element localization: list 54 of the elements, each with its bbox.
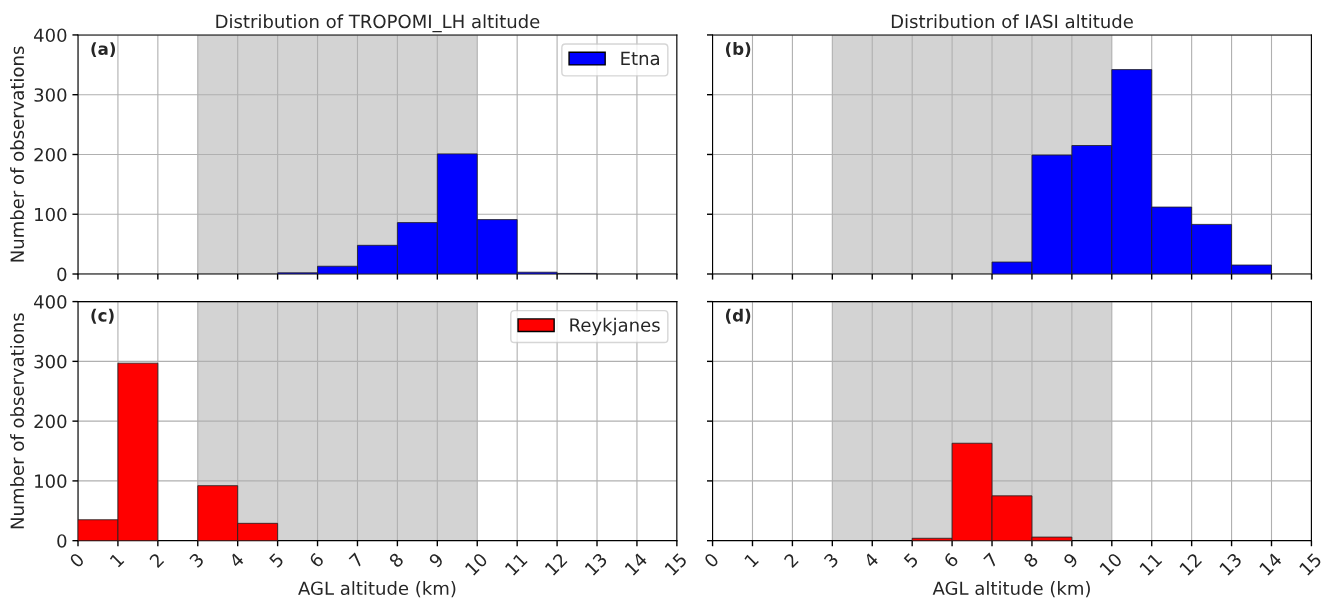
annotation: (d) bbox=[725, 308, 751, 324]
x-axis-title: AGL altitude (km) bbox=[932, 581, 1090, 598]
y-tick-label: 400 bbox=[34, 295, 67, 309]
x-tick-label: 4 bbox=[863, 552, 880, 569]
x-tick-label: 14 bbox=[1258, 552, 1283, 576]
x-tick-label: 10 bbox=[1099, 552, 1123, 576]
y-tick-label: 100 bbox=[35, 474, 67, 489]
chart-title: Distribution of IASI altitude bbox=[891, 14, 1133, 29]
x-tick-label: 0 bbox=[703, 552, 720, 569]
y-axis-title: Number of observations bbox=[10, 313, 25, 529]
x-tick-label: 15 bbox=[664, 552, 688, 576]
annotation: (c) bbox=[91, 308, 114, 324]
x-tick-label: 5 bbox=[903, 552, 919, 569]
x-tick-label: 12 bbox=[1178, 552, 1203, 576]
x-tick-label: 13 bbox=[1218, 552, 1243, 576]
x-tick-label: 1 bbox=[744, 552, 759, 568]
x-tick-label: 8 bbox=[388, 552, 405, 569]
x-tick-label: 6 bbox=[308, 552, 325, 569]
y-tick-label: 0 bbox=[57, 267, 67, 282]
y-axis-title: Number of observations bbox=[10, 46, 25, 262]
x-tick-label: 8 bbox=[1022, 552, 1039, 569]
x-tick-label: 7 bbox=[348, 552, 364, 568]
x-tick-label: 5 bbox=[268, 552, 285, 569]
legend-label: Etna bbox=[621, 51, 659, 66]
x-tick-label: 9 bbox=[428, 552, 445, 569]
x-tick-label: 6 bbox=[942, 552, 960, 569]
x-tick-label: 12 bbox=[544, 552, 568, 576]
y-tick-label: 100 bbox=[35, 207, 67, 222]
x-tick-label: 9 bbox=[1062, 552, 1079, 569]
y-tick-label: 300 bbox=[34, 354, 67, 369]
x-tick-label: 1 bbox=[109, 552, 125, 568]
x-tick-label: 2 bbox=[148, 552, 165, 568]
x-axis-title: AGL altitude (km) bbox=[298, 581, 456, 598]
y-tick-label: 300 bbox=[34, 88, 67, 102]
x-tick-label: 11 bbox=[1139, 552, 1163, 576]
x-tick-label: 13 bbox=[584, 552, 608, 576]
x-tick-label: 14 bbox=[624, 552, 648, 576]
y-tick-label: 200 bbox=[34, 414, 67, 429]
x-tick-label: 11 bbox=[504, 552, 528, 576]
y-tick-label: 400 bbox=[34, 28, 67, 43]
x-tick-label: 15 bbox=[1298, 552, 1322, 576]
x-tick-label: 7 bbox=[983, 552, 999, 568]
chart-title: Distribution of TROPOMI_LH altitude bbox=[216, 14, 540, 33]
annotation: (b) bbox=[725, 42, 751, 57]
legend-label: Reykjanes bbox=[570, 317, 660, 336]
x-tick-label: 10 bbox=[464, 552, 489, 576]
x-tick-label: 3 bbox=[188, 552, 205, 569]
annotation: (a) bbox=[91, 42, 116, 57]
x-tick-label: 3 bbox=[823, 552, 840, 569]
x-tick-label: 4 bbox=[228, 552, 245, 569]
y-tick-label: 200 bbox=[34, 147, 67, 162]
x-tick-label: 2 bbox=[783, 552, 799, 568]
y-tick-label: 0 bbox=[57, 534, 67, 548]
x-tick-label: 0 bbox=[68, 552, 85, 569]
